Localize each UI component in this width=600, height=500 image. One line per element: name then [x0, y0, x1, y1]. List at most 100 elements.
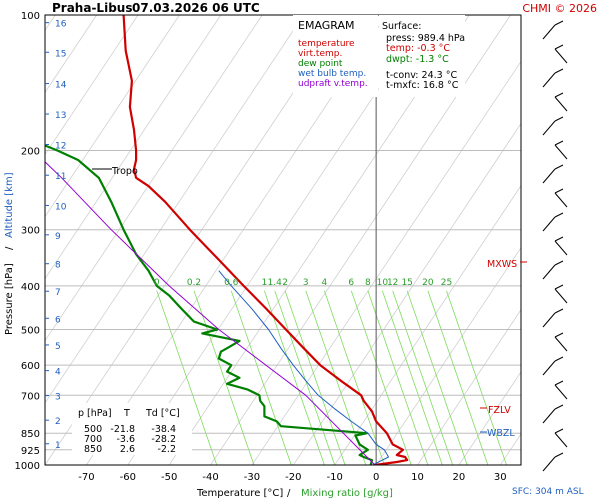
mixing-ratio-line [381, 290, 443, 465]
mixing-ratio-label: 8 [365, 278, 371, 288]
surface-press: press: 989.4 hPa [386, 33, 465, 44]
legend-title: EMAGRAM [298, 19, 355, 32]
wind-barb-flag [554, 140, 564, 146]
mixing-ratio-line [446, 290, 507, 465]
mixing-ratio-label: 25 [441, 278, 452, 288]
altitude-tick-label: 4 [55, 368, 61, 378]
station-name: Praha-Libus [52, 1, 132, 15]
adiabat-line [45, 15, 222, 280]
legend-temperature: temperature [298, 39, 355, 49]
table-header-t: T [123, 408, 130, 419]
mixing-ratio-label: 1 [262, 278, 268, 288]
adiabat-line [417, 309, 521, 465]
surface-tmxfc: t-mxfc: 16.8 °C [386, 80, 459, 91]
surface-tconv: t-conv: 24.3 °C [386, 70, 457, 81]
wind-barb-flag [554, 260, 564, 266]
tropo-label: Tropo [111, 166, 138, 177]
series-temperature-line [122, 15, 409, 465]
table-cell: -28.2 [151, 434, 176, 445]
table-header-p: p [hPa] [78, 408, 112, 419]
altitude-tick-label: 3 [55, 393, 61, 403]
y-axis-title: Pressure [hPa] / Altitude [km] [4, 172, 15, 335]
wind-barb-flag [554, 236, 564, 242]
wind-barb-flag [554, 332, 564, 338]
mixing-ratio-line [263, 290, 325, 465]
mixing-ratio-label: 0.2 [187, 278, 201, 288]
pressure-tick-label: 400 [21, 282, 40, 293]
wind-barb [542, 168, 556, 184]
pressure-tick-label: 600 [21, 361, 40, 372]
x-tick-label: -50 [161, 472, 177, 483]
wind-barb [542, 264, 556, 280]
table-cell: 700 [84, 434, 102, 445]
x-tick-label: -40 [202, 472, 218, 483]
wind-barb [542, 120, 556, 136]
mixing-ratio-line [274, 290, 336, 465]
mixing-ratio-label: 6 [348, 278, 354, 288]
mixing-ratio-label: 0 [154, 278, 160, 288]
altitude-tick-label: 2 [55, 417, 61, 427]
mixing-ratio-line [284, 290, 346, 465]
wind-barb-flag [554, 164, 564, 170]
adiabat-line [375, 246, 521, 465]
mixing-ratio-line [193, 290, 255, 465]
altitude-tick-label: 10 [55, 202, 67, 212]
adiabat-line [0, 15, 14, 465]
legend-updraft: udpraft v.temp. [298, 79, 368, 89]
adiabat-line [251, 60, 521, 465]
wind-barb [542, 408, 556, 424]
x-tick-label: 0 [373, 472, 379, 483]
table-header-td: Td [°C] [145, 408, 180, 419]
sfc-label: SFC: 304 m ASL [512, 487, 584, 497]
pressure-tick-label: 500 [21, 326, 40, 337]
sounding-datetime: 07.03.2026 06 UTC [132, 1, 260, 15]
x-tick-label: 10 [411, 472, 424, 483]
table-cell: 850 [84, 444, 102, 455]
table-cell: -2.2 [157, 444, 176, 455]
mixing-ratio-line [392, 290, 454, 465]
wind-barb-flag [554, 380, 564, 386]
series-udpraft-v-temp-line [45, 161, 376, 465]
wind-barb [554, 144, 568, 160]
mixing-ratio-label: 1.4 [268, 278, 283, 288]
altitude-tick-label: 7 [55, 288, 61, 298]
surface-temp: temp: -0.3 °C [386, 43, 450, 54]
altitude-tick-label: 9 [55, 232, 61, 242]
level-table: p [hPa] T Td [°C] 500 -21.8 -38.4 700 -3… [72, 403, 192, 455]
x-tick-label: -70 [78, 472, 94, 483]
wind-barb [554, 96, 568, 112]
mixing-ratio-line [427, 290, 489, 465]
altitude-tick-label: 16 [55, 20, 67, 30]
wind-barb [542, 360, 556, 376]
wind-barb-flag [554, 44, 564, 50]
table-cell: -38.4 [151, 424, 176, 435]
wind-barb-flag [554, 116, 564, 122]
legend-box [293, 15, 378, 97]
table-cell: 2.6 [120, 444, 135, 455]
wind-barb [554, 192, 568, 208]
wind-barb [554, 336, 568, 352]
adiabat-line [45, 15, 139, 156]
wind-barbs [542, 20, 568, 472]
wind-barb [542, 456, 556, 472]
x-axis-title-temp: Temperature [°C] [196, 488, 283, 499]
adiabat-line [45, 15, 97, 94]
adiabat-line [45, 15, 304, 404]
altitude-tick-label: 5 [55, 342, 61, 352]
surface-dwpt: dwpt: -1.3 °C [386, 54, 449, 65]
wind-barb-flag [554, 308, 564, 314]
plot-frame [44, 14, 522, 466]
surface-box [379, 15, 465, 97]
adiabat-line [45, 15, 180, 218]
table-cell: -21.8 [110, 424, 135, 435]
mixing-ratio-line [367, 290, 429, 465]
pressure-tick-label: 925 [21, 446, 40, 457]
legend-dew-point: dew point [298, 59, 343, 69]
wind-barb-flag [554, 428, 564, 434]
wind-barb-flag [554, 284, 564, 290]
adiabat-line [583, 15, 600, 465]
fzlv-label: FZLV [488, 405, 511, 416]
altitude-tick-label: 8 [55, 261, 61, 271]
wind-barb [554, 384, 568, 400]
mixing-ratio-label: 0.6 [224, 278, 239, 288]
